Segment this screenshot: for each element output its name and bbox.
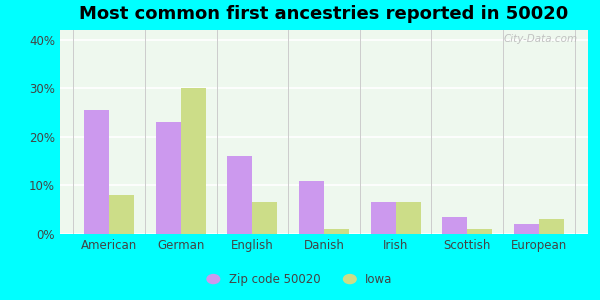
Bar — [539, 219, 564, 234]
Legend: Zip code 50020, Iowa: Zip code 50020, Iowa — [203, 269, 397, 291]
Bar — [514, 224, 539, 234]
Bar — [299, 181, 324, 234]
Bar — [371, 202, 395, 234]
Bar — [467, 229, 493, 234]
Bar — [84, 110, 109, 234]
Bar — [181, 88, 206, 234]
Bar — [395, 202, 421, 234]
Bar — [155, 122, 181, 234]
Bar — [109, 195, 134, 234]
Text: City-Data.com: City-Data.com — [503, 34, 577, 44]
Title: Most common first ancestries reported in 50020: Most common first ancestries reported in… — [79, 5, 569, 23]
Bar — [227, 156, 253, 234]
Bar — [253, 202, 277, 234]
Bar — [442, 217, 467, 234]
Bar — [324, 229, 349, 234]
